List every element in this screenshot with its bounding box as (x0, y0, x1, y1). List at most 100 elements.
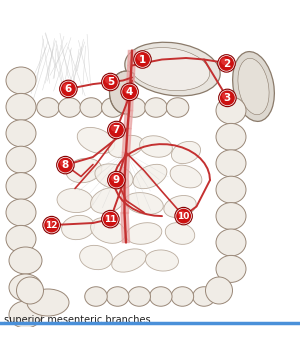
Ellipse shape (106, 287, 129, 306)
Ellipse shape (58, 98, 81, 117)
Ellipse shape (16, 277, 44, 304)
Ellipse shape (80, 245, 112, 270)
Ellipse shape (146, 250, 178, 271)
Polygon shape (127, 66, 135, 80)
Circle shape (59, 79, 78, 98)
Ellipse shape (126, 223, 162, 244)
Circle shape (218, 89, 237, 107)
Circle shape (133, 50, 152, 69)
Text: 8: 8 (62, 160, 69, 170)
Ellipse shape (171, 287, 194, 306)
Circle shape (124, 86, 131, 94)
Circle shape (137, 54, 144, 61)
Ellipse shape (95, 164, 133, 189)
Circle shape (103, 211, 118, 227)
Ellipse shape (123, 98, 146, 117)
Ellipse shape (216, 150, 246, 177)
Polygon shape (110, 71, 134, 114)
Ellipse shape (57, 189, 93, 213)
Polygon shape (128, 50, 136, 66)
Text: 10: 10 (177, 212, 190, 221)
Text: 3: 3 (224, 93, 231, 103)
Ellipse shape (6, 120, 36, 147)
Circle shape (63, 83, 70, 90)
Text: 7: 7 (113, 125, 120, 135)
Ellipse shape (101, 98, 124, 117)
Ellipse shape (125, 193, 163, 214)
Ellipse shape (216, 97, 246, 124)
Ellipse shape (238, 58, 269, 115)
Circle shape (222, 92, 229, 100)
Circle shape (103, 74, 118, 90)
Polygon shape (124, 110, 133, 128)
Ellipse shape (9, 301, 42, 328)
Circle shape (44, 217, 59, 233)
Ellipse shape (6, 173, 36, 199)
Polygon shape (121, 179, 128, 213)
Ellipse shape (206, 277, 233, 304)
Ellipse shape (6, 146, 36, 173)
Circle shape (111, 125, 118, 132)
Ellipse shape (27, 289, 69, 316)
Circle shape (46, 220, 53, 227)
Circle shape (58, 157, 73, 173)
Ellipse shape (133, 164, 167, 189)
Ellipse shape (216, 124, 246, 150)
Polygon shape (126, 80, 134, 96)
Ellipse shape (216, 203, 246, 229)
Circle shape (60, 160, 67, 167)
Ellipse shape (165, 223, 195, 244)
Text: 9: 9 (113, 175, 120, 185)
Ellipse shape (170, 165, 202, 188)
Polygon shape (122, 128, 131, 152)
Polygon shape (125, 96, 133, 110)
Polygon shape (121, 213, 130, 243)
Circle shape (217, 54, 236, 73)
Ellipse shape (216, 256, 246, 282)
Ellipse shape (80, 98, 103, 117)
Circle shape (61, 81, 76, 97)
Ellipse shape (9, 274, 42, 301)
Circle shape (219, 56, 234, 71)
Ellipse shape (216, 229, 246, 256)
Circle shape (42, 216, 61, 234)
Circle shape (101, 210, 120, 228)
Circle shape (120, 83, 139, 101)
Ellipse shape (128, 287, 151, 306)
Ellipse shape (140, 136, 172, 157)
Polygon shape (121, 152, 130, 179)
Text: 11: 11 (104, 215, 117, 224)
Ellipse shape (91, 188, 125, 213)
Circle shape (135, 52, 150, 67)
Circle shape (111, 175, 118, 182)
Ellipse shape (193, 287, 215, 306)
Circle shape (221, 58, 228, 65)
Ellipse shape (85, 287, 107, 306)
Ellipse shape (6, 67, 36, 94)
Circle shape (105, 214, 112, 221)
Circle shape (107, 171, 126, 190)
Ellipse shape (91, 218, 125, 243)
Circle shape (101, 73, 120, 91)
Ellipse shape (166, 98, 189, 117)
Ellipse shape (172, 142, 200, 164)
Circle shape (105, 77, 112, 84)
Circle shape (178, 211, 185, 218)
Circle shape (220, 90, 235, 106)
Ellipse shape (61, 215, 94, 240)
Circle shape (109, 172, 124, 188)
Ellipse shape (108, 135, 144, 158)
Circle shape (109, 122, 124, 138)
Text: 6: 6 (65, 84, 72, 94)
Ellipse shape (232, 52, 274, 121)
Circle shape (176, 208, 191, 224)
Ellipse shape (145, 98, 167, 117)
Ellipse shape (6, 94, 36, 120)
Ellipse shape (164, 196, 196, 217)
Ellipse shape (77, 127, 115, 154)
Ellipse shape (6, 199, 36, 226)
Circle shape (56, 156, 75, 174)
Circle shape (122, 84, 137, 100)
Text: 1: 1 (139, 55, 146, 65)
Text: 2: 2 (223, 59, 230, 69)
